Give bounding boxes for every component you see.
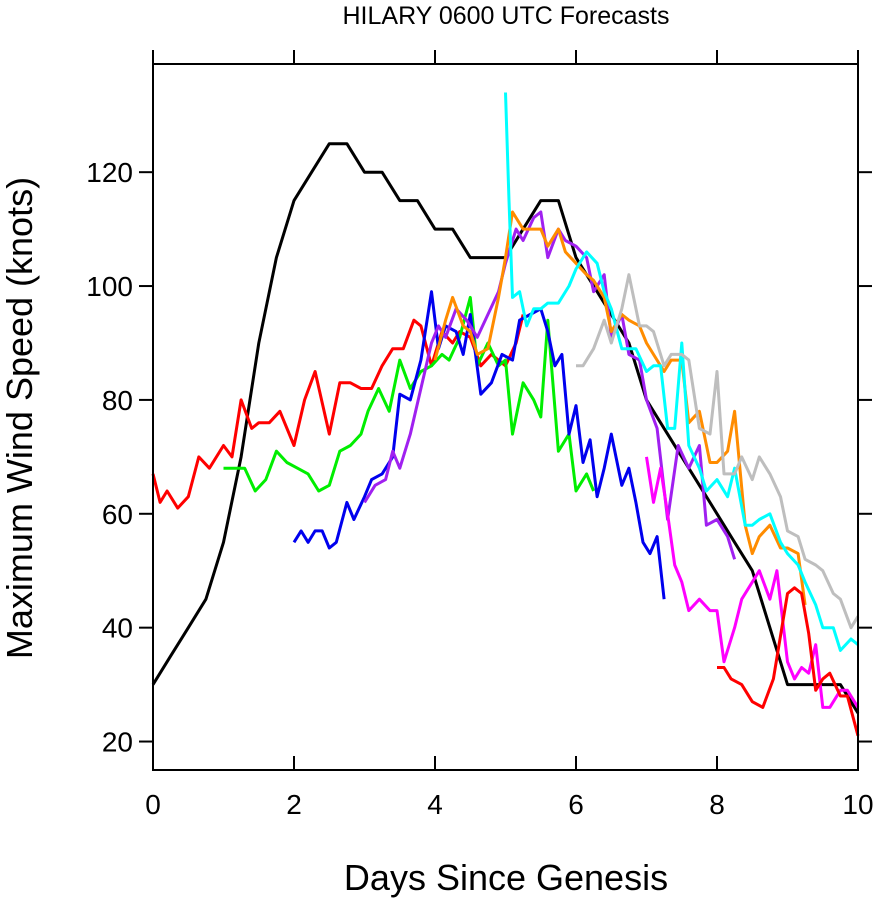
series-line-5 xyxy=(363,210,737,560)
series-line-9 xyxy=(645,456,860,709)
x-tick-label: 10 xyxy=(842,789,873,820)
chart-title: HILARY 0600 UTC Forecasts xyxy=(343,2,670,30)
series-line-7 xyxy=(504,92,859,652)
y-tick-label: 20 xyxy=(102,727,133,758)
y-tick-label: 120 xyxy=(86,157,133,188)
x-tick-label: 2 xyxy=(286,789,302,820)
y-tick-label: 100 xyxy=(86,271,133,302)
y-tick-label: 40 xyxy=(102,613,133,644)
y-tick-label: 80 xyxy=(102,385,133,416)
x-tick-label: 0 xyxy=(145,789,161,820)
x-tick-label: 6 xyxy=(568,789,584,820)
plot-frame xyxy=(152,63,859,771)
series-line-6 xyxy=(433,210,807,606)
y-axis-label: Maximum Wind Speed (knots) xyxy=(0,177,40,659)
series-line-1 xyxy=(151,142,860,714)
x-tick-label: 8 xyxy=(709,789,725,820)
series-line-8 xyxy=(576,273,860,630)
x-axis-label: Days Since Genesis xyxy=(344,857,668,898)
series-line-10 xyxy=(717,586,860,737)
series-layer xyxy=(151,92,860,737)
x-tick-label: 4 xyxy=(427,789,443,820)
axes-layer: 0 2 4 6 8 10 20 40 60 80 100 120 xyxy=(86,50,874,820)
y-tick-label: 60 xyxy=(102,499,133,530)
series-line-4 xyxy=(292,290,666,600)
series-line-3 xyxy=(223,295,595,493)
series-line-2 xyxy=(151,314,525,510)
